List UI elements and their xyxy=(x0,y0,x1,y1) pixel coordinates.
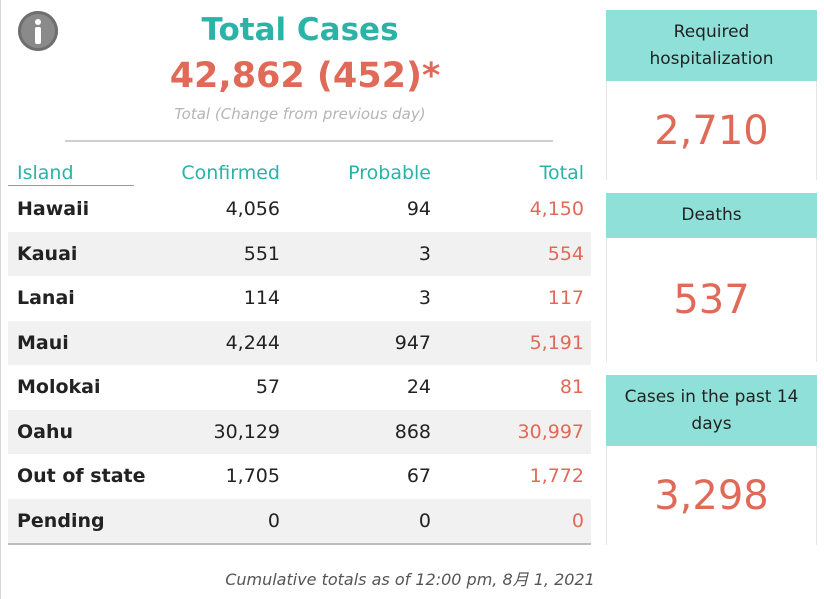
cell-island: Hawaii xyxy=(17,198,90,220)
card-label: Cases in the past 14 days xyxy=(606,375,817,446)
info-icon-dot xyxy=(35,19,41,25)
table-row: Pending 0 0 0 xyxy=(8,498,591,543)
cell-confirmed: 0 xyxy=(267,509,280,532)
cell-probable: 947 xyxy=(394,331,431,354)
title-divider xyxy=(65,140,553,142)
table-row: Kauai 551 3 554 xyxy=(8,231,591,276)
cell-confirmed: 551 xyxy=(243,242,280,265)
info-icon-bar xyxy=(35,27,41,44)
cell-confirmed: 1,705 xyxy=(225,465,280,487)
frame-border xyxy=(0,0,1,599)
header-underline xyxy=(8,185,134,186)
card-value: 3,298 xyxy=(606,446,817,545)
cell-probable: 94 xyxy=(406,198,431,220)
column-header-confirmed[interactable]: Confirmed xyxy=(181,162,280,184)
island-cases-table: Hawaii 4,056 94 4,150 Kauai 551 3 554 La… xyxy=(8,187,591,543)
cell-probable: 0 xyxy=(418,509,431,532)
cell-probable: 3 xyxy=(418,242,431,265)
cell-island: Molokai xyxy=(17,376,101,398)
cell-confirmed: 4,244 xyxy=(225,331,280,354)
cell-island: Pending xyxy=(17,509,105,532)
deaths-card: Deaths 537 xyxy=(606,193,817,362)
cell-island: Oahu xyxy=(17,420,74,443)
cell-island: Maui xyxy=(17,331,69,354)
card-value: 537 xyxy=(606,238,817,362)
cell-total: 4,150 xyxy=(529,198,584,220)
cell-total: 117 xyxy=(547,287,584,309)
cell-confirmed: 4,056 xyxy=(225,198,280,220)
total-cases-value: 42,862 (452)* xyxy=(169,56,441,96)
table-row: Out of state 1,705 67 1,772 xyxy=(8,454,591,499)
column-header-total[interactable]: Total xyxy=(539,162,584,184)
recent-cases-card: Cases in the past 14 days 3,298 xyxy=(606,375,817,545)
total-cases-title: Total Cases xyxy=(201,12,399,48)
cell-island: Out of state xyxy=(17,465,146,487)
cell-total: 1,772 xyxy=(529,465,584,487)
cell-confirmed: 114 xyxy=(243,287,280,309)
column-header-island[interactable]: Island xyxy=(17,162,74,184)
cell-total: 554 xyxy=(547,242,584,265)
card-value: 2,710 xyxy=(606,81,817,180)
info-icon[interactable] xyxy=(18,11,58,51)
table-row: Hawaii 4,056 94 4,150 xyxy=(8,187,591,232)
total-cases-subtitle: Total (Change from previous day) xyxy=(174,105,426,123)
table-bottom-border xyxy=(8,543,591,545)
table-row: Maui 4,244 947 5,191 xyxy=(8,320,591,365)
card-label: Deaths xyxy=(606,193,817,238)
cell-island: Lanai xyxy=(17,287,75,309)
cell-probable: 868 xyxy=(394,420,431,443)
cell-probable: 3 xyxy=(418,287,431,309)
cell-probable: 67 xyxy=(406,465,431,487)
cell-total: 30,997 xyxy=(517,420,584,443)
column-header-probable[interactable]: Probable xyxy=(348,162,431,184)
table-row: Oahu 30,129 868 30,997 xyxy=(8,409,591,454)
hospitalization-card: Required hospitalization 2,710 xyxy=(606,10,817,180)
footer-timestamp: Cumulative totals as of 12:00 pm, 8月 1, … xyxy=(225,570,595,589)
cell-total: 0 xyxy=(571,509,584,532)
table-row: Molokai 57 24 81 xyxy=(8,365,591,410)
card-label: Required hospitalization xyxy=(606,10,817,81)
cell-total: 81 xyxy=(559,376,584,398)
cell-confirmed: 57 xyxy=(255,376,280,398)
cell-probable: 24 xyxy=(406,376,431,398)
table-row: Lanai 114 3 117 xyxy=(8,276,591,321)
cell-total: 5,191 xyxy=(529,331,584,354)
cell-island: Kauai xyxy=(17,242,78,265)
cell-confirmed: 30,129 xyxy=(213,420,280,443)
